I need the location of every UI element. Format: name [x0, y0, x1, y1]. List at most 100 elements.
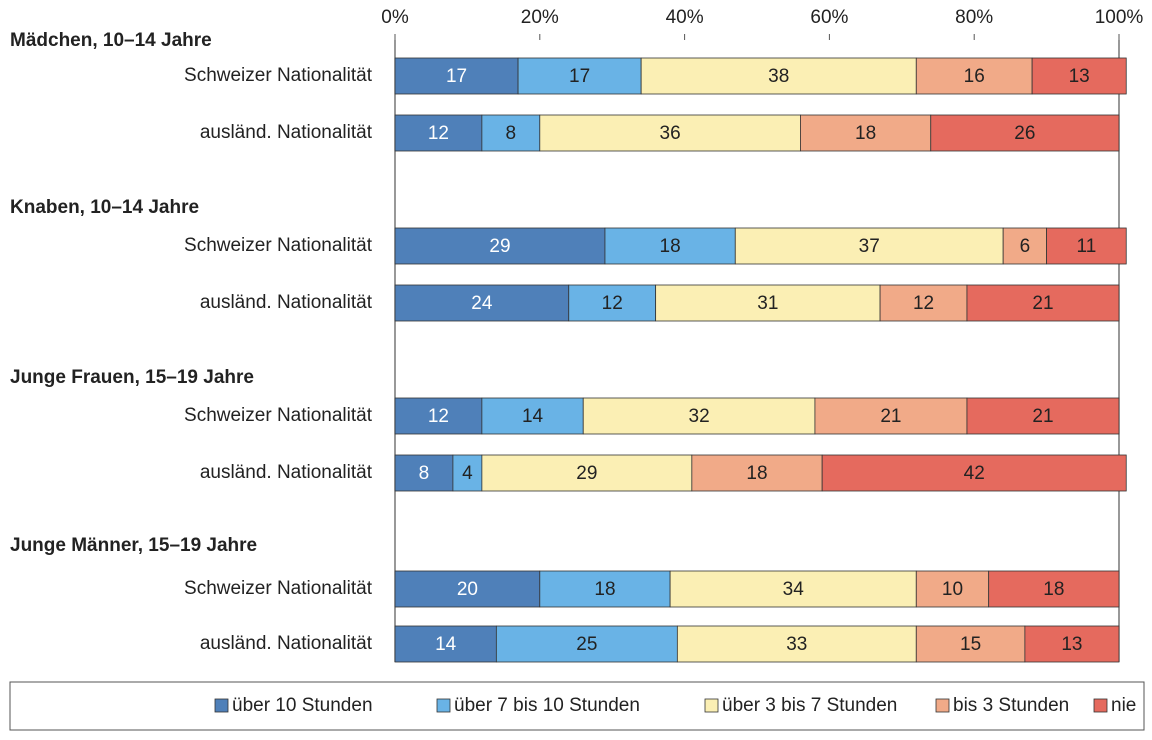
- group-title: Junge Männer, 15–19 Jahre: [10, 535, 257, 556]
- value-label: 18: [746, 463, 767, 484]
- value-label: 17: [446, 66, 467, 87]
- bar-segment: [582, 397, 816, 435]
- legend-label: nie: [1111, 695, 1136, 716]
- value-label: 32: [689, 406, 710, 427]
- bar-segment: [691, 454, 823, 492]
- bar-segment: [734, 227, 1004, 265]
- value-label: 12: [602, 293, 623, 314]
- value-label: 6: [1020, 236, 1031, 257]
- value-label: 15: [960, 634, 981, 655]
- category-label: ausländ. Nationalität: [200, 122, 373, 143]
- value-label: 12: [428, 123, 449, 144]
- legend-swatch: [214, 698, 229, 713]
- value-label: 29: [489, 236, 510, 257]
- value-label: 34: [783, 579, 805, 600]
- bar-segment: [481, 397, 584, 435]
- value-label: 11: [1077, 236, 1097, 257]
- bar-segment: [394, 114, 483, 152]
- category-label: Schweizer Nationalität: [184, 65, 373, 86]
- bar-segment: [800, 114, 932, 152]
- value-label: 37: [859, 236, 880, 257]
- value-label: 21: [1032, 406, 1053, 427]
- bar-segment: [915, 625, 1026, 663]
- value-label: 17: [569, 66, 590, 87]
- x-tick-label: 20%: [521, 7, 559, 28]
- bar-segment: [394, 454, 454, 492]
- legend-swatch: [935, 698, 950, 713]
- legend-label: über 3 bis 7 Stunden: [722, 695, 897, 716]
- value-label: 18: [855, 123, 876, 144]
- value-label: 31: [757, 293, 778, 314]
- value-label: 29: [576, 463, 597, 484]
- bar-segment: [394, 57, 519, 95]
- value-label: 24: [471, 293, 493, 314]
- value-label: 21: [1032, 293, 1053, 314]
- value-label: 18: [660, 236, 681, 257]
- x-tick-label: 60%: [810, 7, 848, 28]
- value-label: 20: [457, 579, 478, 600]
- bar-segment: [452, 454, 483, 492]
- legend-label: über 10 Stunden: [232, 695, 373, 716]
- bar-segment: [879, 284, 968, 322]
- value-label: 8: [419, 463, 430, 484]
- bar-segment: [988, 570, 1120, 608]
- legend-swatch: [1093, 698, 1108, 713]
- category-label: ausländ. Nationalität: [200, 633, 373, 654]
- value-label: 38: [768, 66, 789, 87]
- x-tick-label: 80%: [955, 7, 993, 28]
- bar-segment: [394, 227, 606, 265]
- legend-swatch: [436, 698, 451, 713]
- legend-box: [9, 681, 1145, 731]
- value-label: 12: [428, 406, 449, 427]
- bar-segment: [517, 57, 642, 95]
- value-label: 42: [964, 463, 985, 484]
- category-label: Schweizer Nationalität: [184, 578, 373, 599]
- group-title: Knaben, 10–14 Jahre: [10, 197, 199, 218]
- bar-segment: [481, 454, 693, 492]
- bar-segment: [539, 570, 671, 608]
- bar-segment: [669, 570, 917, 608]
- value-label: 18: [594, 579, 615, 600]
- value-label: 8: [506, 123, 517, 144]
- bar-segment: [539, 114, 801, 152]
- value-label: 25: [576, 634, 597, 655]
- value-label: 36: [660, 123, 681, 144]
- bar-segment: [966, 397, 1120, 435]
- bar-segment: [1046, 227, 1127, 265]
- value-label: 26: [1014, 123, 1035, 144]
- value-label: 4: [462, 463, 473, 484]
- value-label: 18: [1043, 579, 1064, 600]
- category-label: Schweizer Nationalität: [184, 405, 373, 426]
- bar-segment: [394, 397, 483, 435]
- legend-swatch: [704, 698, 719, 713]
- legend-label: bis 3 Stunden: [953, 695, 1069, 716]
- bar-segment: [481, 114, 541, 152]
- bar-segment: [915, 570, 990, 608]
- bar-segment: [394, 284, 570, 322]
- value-label: 14: [522, 406, 544, 427]
- value-label: 13: [1061, 634, 1082, 655]
- x-tick-label: 40%: [666, 7, 704, 28]
- bar-segment: [821, 454, 1127, 492]
- category-label: ausländ. Nationalität: [200, 462, 373, 483]
- value-label: 12: [913, 293, 934, 314]
- bar-segment: [1031, 57, 1127, 95]
- bar-segment: [814, 397, 968, 435]
- bar-segment: [495, 625, 678, 663]
- category-label: Schweizer Nationalität: [184, 235, 373, 256]
- bar-segment: [568, 284, 657, 322]
- value-label: 16: [964, 66, 985, 87]
- bar-segment: [604, 227, 736, 265]
- bar-segment: [966, 284, 1120, 322]
- category-label: ausländ. Nationalität: [200, 292, 373, 313]
- legend-label: über 7 bis 10 Stunden: [454, 695, 640, 716]
- group-title: Mädchen, 10–14 Jahre: [10, 30, 212, 51]
- x-tick-label: 0%: [381, 7, 409, 28]
- value-label: 33: [786, 634, 807, 655]
- bar-segment: [1002, 227, 1047, 265]
- bar-segment: [930, 114, 1120, 152]
- group-title: Junge Frauen, 15–19 Jahre: [10, 367, 254, 388]
- value-label: 10: [942, 579, 963, 600]
- value-label: 13: [1069, 66, 1090, 87]
